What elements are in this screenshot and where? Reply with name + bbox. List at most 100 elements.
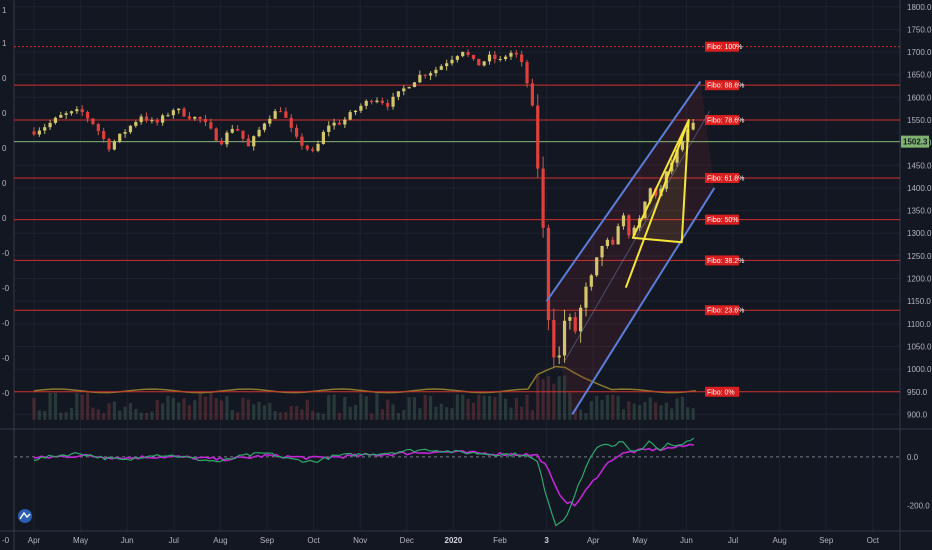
left-axis-label: -0 (2, 284, 10, 293)
candle-body (209, 122, 213, 129)
volume-bar (32, 397, 36, 420)
volume-bar (423, 394, 427, 420)
candle-body (107, 138, 111, 150)
candle-body (64, 113, 68, 115)
volume-bar (364, 396, 368, 420)
volume-bar (520, 406, 524, 420)
volume-bar (219, 400, 224, 420)
volume-bar (37, 410, 41, 420)
volume-bar (284, 412, 288, 420)
candle-body (407, 87, 411, 89)
candle-body (118, 133, 122, 142)
volume-bar (493, 397, 497, 420)
volume-bar (214, 398, 218, 420)
fibo-label: Fibo: 23.6% (707, 308, 744, 315)
price-tick-label: 1600.0 (907, 93, 932, 102)
candle-body (236, 128, 240, 131)
fibo-label-box (705, 80, 739, 91)
volume-bar (659, 405, 663, 420)
volume-bar (461, 394, 465, 420)
candle-body (353, 110, 358, 113)
volume-bar (627, 401, 631, 420)
volume-bar (150, 411, 154, 420)
candle-body (198, 116, 202, 119)
left-axis-label: -0 (2, 249, 10, 258)
volume-bar (300, 409, 304, 420)
left-axis-label: 1 (2, 6, 7, 15)
fibo-label-box (705, 172, 739, 183)
channel-lower-line (571, 187, 716, 415)
volume-bar (91, 407, 95, 420)
price-tick-label: 1100.0 (907, 320, 931, 329)
volume-bar (305, 399, 309, 420)
volume-bar (536, 375, 540, 420)
volume-bar (246, 399, 250, 420)
fibo-label: Fibo: 78.6% (707, 118, 744, 125)
candle-body (364, 100, 368, 106)
candle-body (230, 128, 234, 133)
volume-bar (294, 406, 299, 420)
macd-tick-label: -200.0 (907, 502, 930, 511)
candle-body (289, 117, 293, 128)
volume-bar (203, 396, 208, 420)
volume-bar (487, 395, 492, 420)
candle-body (171, 110, 175, 116)
candle-body (262, 123, 267, 130)
candle-body (257, 129, 261, 137)
tradingview-logo[interactable] (18, 509, 32, 523)
candle-body (102, 131, 106, 139)
volume-bar (48, 392, 52, 420)
volume-bar (412, 397, 417, 420)
candle-body (321, 131, 325, 144)
volume-bar (171, 397, 175, 420)
time-label: Dec (400, 536, 414, 545)
candle-body (616, 226, 620, 245)
time-label: Apr (28, 536, 41, 545)
volume-bar (96, 409, 100, 420)
price-tick-label: 1650.0 (907, 71, 932, 80)
volume-bar (439, 403, 443, 420)
channel-upper-line (545, 80, 702, 302)
volume-bar (343, 396, 347, 420)
fibo-levels: Fibo: 100% Fibo: 88.6% Fibo: 78.6% Fibo: 61… (14, 41, 900, 397)
volume-bar (418, 408, 422, 420)
candle-body (654, 188, 658, 196)
price-tick-label: 900.0 (907, 410, 928, 419)
volume-bar (321, 413, 325, 420)
price-tick-label: 1150.0 (907, 297, 931, 306)
volume-bar (530, 410, 534, 420)
candle-body (423, 74, 427, 76)
candle-body (203, 118, 208, 123)
candle-body (530, 83, 534, 106)
candle-body (43, 127, 47, 131)
candle-body (391, 96, 395, 107)
tradingview-logo-icon[interactable] (18, 509, 32, 523)
candle-body (53, 117, 58, 123)
volume-bar (637, 405, 642, 420)
volume-bar (289, 405, 293, 420)
candle-body (386, 103, 390, 107)
price-tick-label: 1400.0 (907, 184, 932, 193)
volume-bar (118, 410, 122, 420)
candle-body (144, 116, 149, 121)
volume-bar (161, 403, 165, 420)
volume-bar (139, 412, 143, 420)
time-label: Sep (260, 536, 275, 545)
price-tick-label: 1550.0 (907, 116, 932, 125)
candle-body (214, 128, 218, 141)
candle-body (268, 118, 272, 124)
candle-body (294, 127, 299, 137)
candle-body (595, 257, 599, 276)
candle-body (305, 145, 309, 150)
candle-body (541, 168, 545, 228)
left-axis-label: -0 (2, 354, 10, 363)
candle-body (466, 51, 470, 55)
candle-body (402, 88, 406, 92)
logo-glyph-icon (19, 511, 31, 520)
price-tick-label: 1200.0 (907, 275, 932, 284)
volume-bar (348, 406, 352, 420)
candle-body (311, 149, 315, 151)
candle-body (621, 215, 626, 227)
time-label: Feb (493, 536, 507, 545)
